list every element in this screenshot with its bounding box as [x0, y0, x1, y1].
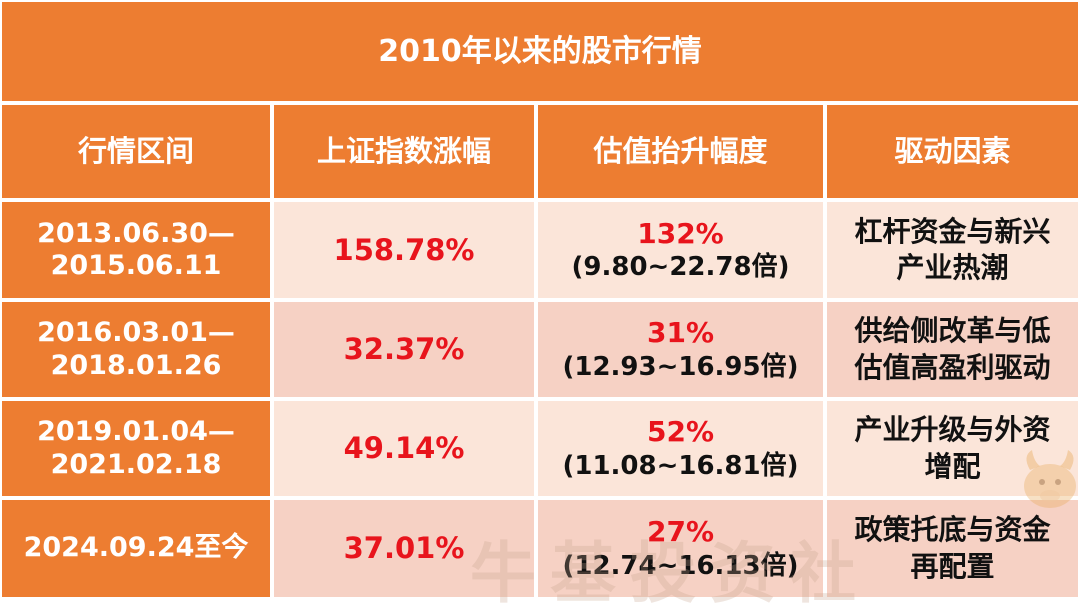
- index-gain-value: 37.01%: [343, 531, 465, 566]
- period-start: 2016.03.01—: [37, 317, 235, 349]
- index-gain-cell: 158.78%: [272, 200, 536, 300]
- period-end: 2018.01.26: [50, 349, 222, 381]
- header-valuation: 估值抬升幅度: [536, 103, 825, 200]
- valuation-pct: 27%: [646, 515, 715, 549]
- period-cell: 2013.06.30— 2015.06.11: [0, 200, 272, 300]
- driver-cell: 产业升级与外资 增配: [825, 399, 1080, 498]
- valuation-cell: 27% (12.74~16.13倍): [536, 498, 825, 599]
- index-gain-cell: 49.14%: [272, 399, 536, 498]
- driver-text-line1: 产业升级与外资: [854, 413, 1051, 447]
- header-driver: 驱动因素: [825, 103, 1080, 200]
- valuation-range: (9.80~22.78倍): [571, 252, 790, 283]
- valuation-pct: 132%: [637, 216, 724, 250]
- valuation-cell: 132% (9.80~22.78倍): [536, 200, 825, 300]
- valuation-cell: 31% (12.93~16.95倍): [536, 300, 825, 399]
- valuation-range: (12.74~16.13倍): [562, 550, 799, 581]
- header-index-gain: 上证指数涨幅: [272, 103, 536, 200]
- period-cell: 2019.01.04— 2021.02.18: [0, 399, 272, 498]
- table-title: 2010年以来的股市行情: [0, 0, 1080, 103]
- driver-text-line1: 政策托底与资金: [854, 513, 1051, 547]
- valuation-pct: 31%: [646, 316, 715, 350]
- driver-text-line1: 供给侧改革与低: [854, 314, 1051, 348]
- driver-text-line2: 估值高盈利驱动: [854, 350, 1051, 384]
- period-cell: 2016.03.01— 2018.01.26: [0, 300, 272, 399]
- index-gain-value: 49.14%: [343, 431, 465, 466]
- valuation-range: (11.08~16.81倍): [562, 450, 799, 481]
- index-gain-value: 32.37%: [343, 332, 465, 367]
- period-start: 2013.06.30—: [37, 217, 235, 249]
- driver-text-line2: 再配置: [910, 549, 995, 583]
- index-gain-cell: 37.01%: [272, 498, 536, 599]
- valuation-range: (12.93~16.95倍): [562, 351, 799, 382]
- index-gain-cell: 32.37%: [272, 300, 536, 399]
- period-start: 2024.09.24至今: [23, 532, 249, 564]
- driver-text-line2: 产业热潮: [896, 251, 1009, 284]
- driver-text-line2: 增配: [924, 449, 981, 483]
- period-start: 2019.01.04—: [37, 416, 235, 448]
- driver-cell: 供给侧改革与低 估值高盈利驱动: [825, 300, 1080, 399]
- driver-cell: 杠杆资金与新兴 产业热潮: [825, 200, 1080, 300]
- driver-cell: 政策托底与资金 再配置: [825, 498, 1080, 599]
- index-gain-value: 158.78%: [333, 232, 475, 267]
- driver-text-line1: 杠杆资金与新兴: [854, 214, 1051, 248]
- header-period: 行情区间: [0, 103, 272, 200]
- period-end: 2021.02.18: [50, 448, 222, 480]
- valuation-cell: 52% (11.08~16.81倍): [536, 399, 825, 498]
- period-end: 2015.06.11: [50, 250, 222, 281]
- valuation-pct: 52%: [646, 415, 715, 449]
- period-cell: 2024.09.24至今: [0, 498, 272, 599]
- market-table: 2010年以来的股市行情 行情区间 上证指数涨幅 估值抬升幅度 驱动因素 201…: [0, 0, 1080, 599]
